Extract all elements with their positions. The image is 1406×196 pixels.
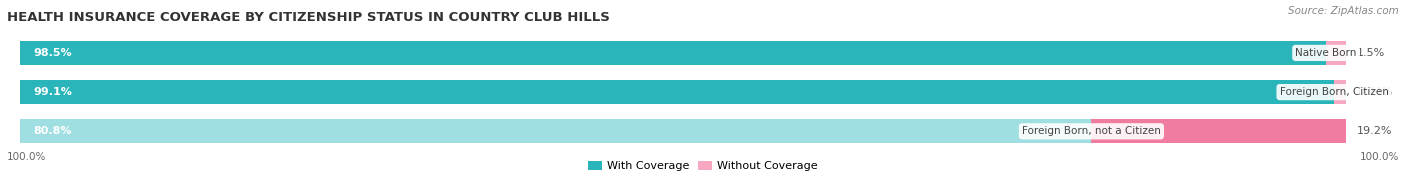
Text: 80.8%: 80.8%: [34, 126, 72, 136]
Text: Native Born: Native Born: [1295, 48, 1357, 58]
Bar: [20, 80, 1346, 104]
Legend: With Coverage, Without Coverage: With Coverage, Without Coverage: [583, 156, 823, 176]
Bar: [1326, 41, 1346, 65]
Bar: [1091, 119, 1346, 143]
Bar: [20, 119, 1091, 143]
Text: 100.0%: 100.0%: [7, 152, 46, 162]
Text: Foreign Born, not a Citizen: Foreign Born, not a Citizen: [1022, 126, 1161, 136]
Text: 100.0%: 100.0%: [1360, 152, 1399, 162]
Text: Source: ZipAtlas.com: Source: ZipAtlas.com: [1288, 6, 1399, 16]
Text: 1.5%: 1.5%: [1357, 48, 1385, 58]
Bar: [20, 119, 1346, 143]
Text: Foreign Born, Citizen: Foreign Born, Citizen: [1279, 87, 1389, 97]
Text: 98.5%: 98.5%: [34, 48, 72, 58]
Bar: [20, 41, 1326, 65]
Text: 19.2%: 19.2%: [1357, 126, 1392, 136]
Text: 0.94%: 0.94%: [1357, 87, 1392, 97]
Text: 99.1%: 99.1%: [34, 87, 73, 97]
Bar: [20, 41, 1346, 65]
Bar: [20, 80, 1334, 104]
Text: HEALTH INSURANCE COVERAGE BY CITIZENSHIP STATUS IN COUNTRY CLUB HILLS: HEALTH INSURANCE COVERAGE BY CITIZENSHIP…: [7, 11, 610, 24]
Bar: [1334, 80, 1347, 104]
